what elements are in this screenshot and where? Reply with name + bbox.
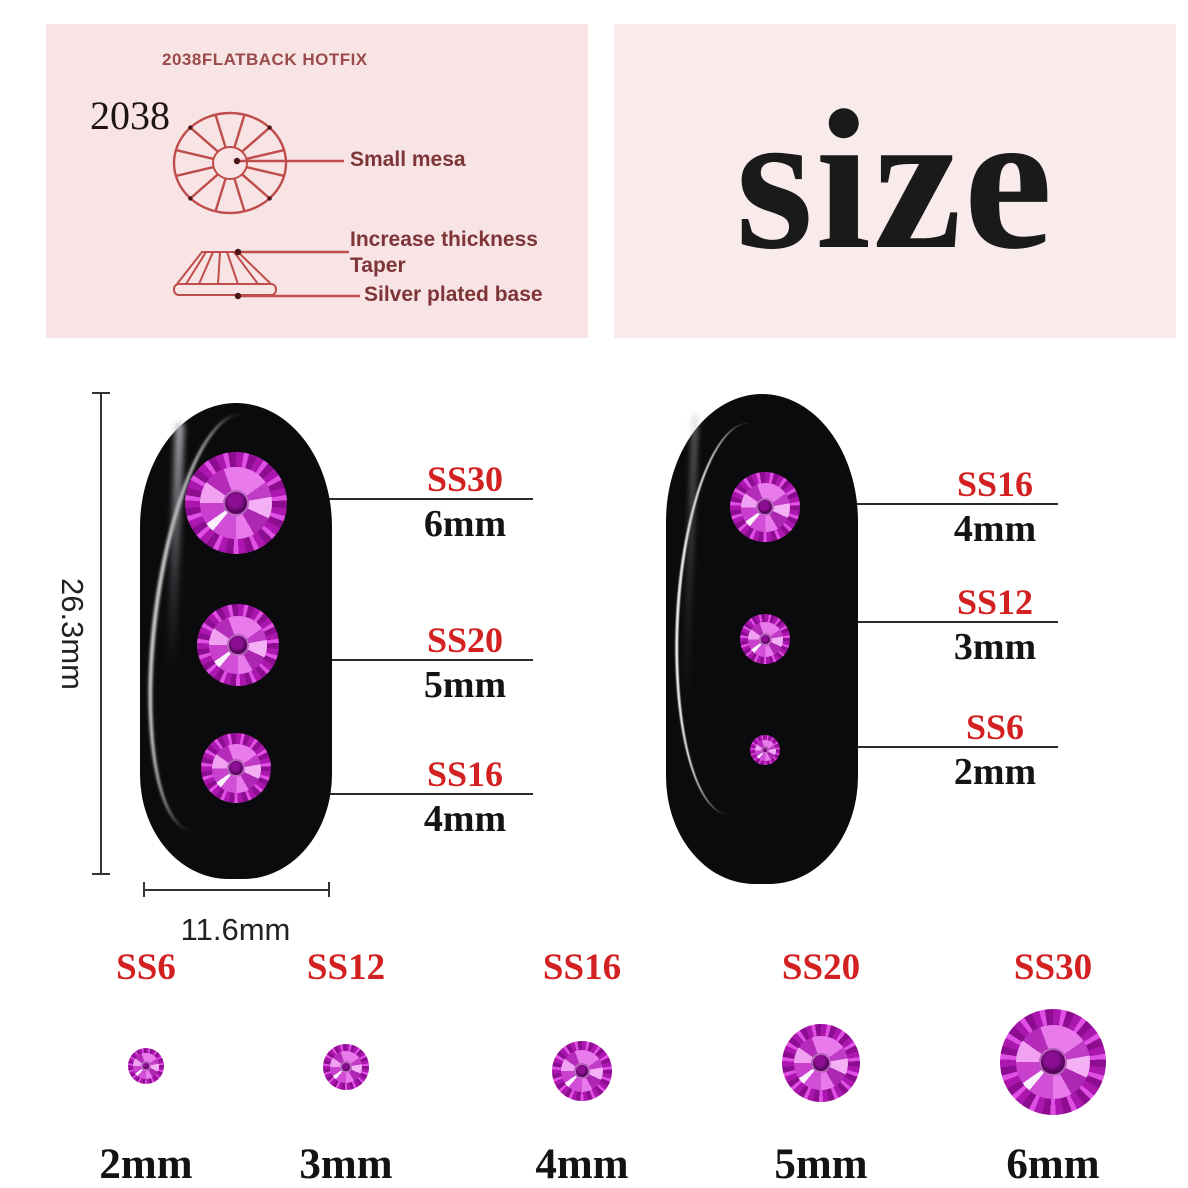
chart-mm-2: 2mm xyxy=(99,1141,193,1188)
chart-mm-5: 5mm xyxy=(774,1141,868,1188)
width-dim-line xyxy=(144,889,330,891)
side-view-dots xyxy=(234,248,242,300)
callout-ss20: SS20 xyxy=(426,620,504,660)
chart-rhinestone-ss30 xyxy=(1000,1009,1106,1115)
callout-line-ss16-left xyxy=(300,793,533,795)
chart-label-ss16: SS16 xyxy=(542,947,622,988)
rhinestone-ss20 xyxy=(197,604,279,686)
callout-ss6-mm: 2mm xyxy=(953,751,1037,793)
chart-label-ss12: SS12 xyxy=(306,947,386,988)
callout-ss30-mm: 6mm xyxy=(423,503,507,545)
chart-rhinestone-ss12 xyxy=(323,1044,369,1090)
rhinestone-ss6 xyxy=(750,735,780,765)
rhinestone-ss16 xyxy=(730,472,800,542)
callout-ss16-right: SS16 xyxy=(956,464,1034,504)
left-nail xyxy=(128,403,332,879)
spec-box: 2038FLATBACK HOTFIX 2038 Small mesa Incr… xyxy=(46,24,588,338)
rhinestone-ss16 xyxy=(201,733,271,803)
callout-ss6: SS6 xyxy=(965,707,1025,747)
width-dim-right-tick xyxy=(328,882,330,897)
right-nail xyxy=(665,394,858,884)
rhinestone-diagram xyxy=(172,111,360,300)
chart-rhinestone-ss16 xyxy=(552,1041,612,1101)
chart-mm-6: 6mm xyxy=(1006,1141,1100,1188)
size-title: size xyxy=(735,70,1055,291)
chart-mm-3: 3mm xyxy=(299,1141,393,1188)
callout-ss20-mm: 5mm xyxy=(423,664,507,706)
callout-line-ss16-right xyxy=(830,503,1058,505)
spec-box-title: 2038FLATBACK HOTFIX xyxy=(162,50,368,69)
chart-label-ss6: SS6 xyxy=(116,947,176,988)
callout-line-ss6 xyxy=(830,746,1058,748)
callout-ss16-left-mm: 4mm xyxy=(423,798,507,840)
callout-line-ss30 xyxy=(300,498,533,500)
top-view-dots xyxy=(188,125,272,201)
callout-ss12-mm: 3mm xyxy=(953,626,1037,668)
label-increase-thickness: Increase thickness xyxy=(350,228,538,251)
chart-rhinestone-ss6 xyxy=(128,1048,164,1084)
chart-rhinestone-ss20 xyxy=(782,1024,860,1102)
callout-ss16-left: SS16 xyxy=(426,754,504,794)
label-silver-plated-base: Silver plated base xyxy=(364,283,543,306)
chart-mm-4: 4mm xyxy=(535,1141,629,1188)
chart-label-ss20: SS20 xyxy=(781,947,861,988)
callout-ss16-right-mm: 4mm xyxy=(953,508,1037,550)
label-taper: Taper xyxy=(350,254,406,277)
callout-line-ss20 xyxy=(300,659,533,661)
height-dim-bottom-cap xyxy=(92,873,110,875)
callout-ss30: SS30 xyxy=(426,459,504,499)
nail-width-dimension: 11.6mm xyxy=(180,912,291,947)
rhinestone-ss12 xyxy=(740,614,790,664)
side-view-diagram xyxy=(173,248,360,300)
label-small-mesa: Small mesa xyxy=(350,148,466,171)
top-view-diagram xyxy=(172,111,344,215)
size-banner: size xyxy=(614,24,1176,338)
callout-ss12: SS12 xyxy=(956,582,1034,622)
rhinestone-ss30 xyxy=(185,452,287,554)
nail-height-dimension: 26.3mm xyxy=(55,578,90,690)
model-number: 2038 xyxy=(90,93,170,138)
callout-line-ss12 xyxy=(830,621,1058,623)
chart-label-ss30: SS30 xyxy=(1013,947,1093,988)
height-dim-line xyxy=(100,393,102,875)
